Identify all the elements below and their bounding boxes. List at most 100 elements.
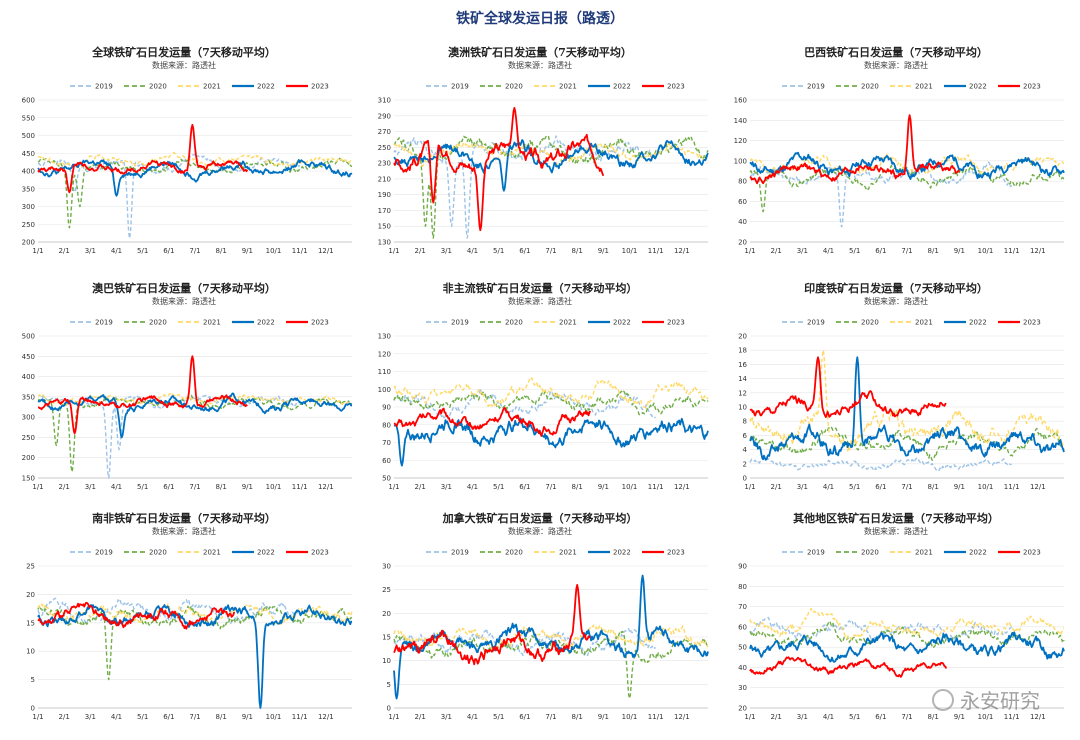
x-tick-label: 7/1	[901, 247, 912, 255]
y-tick-label: 60	[738, 198, 747, 206]
x-tick-label: 8/1	[572, 713, 583, 721]
x-tick-label: 9/1	[242, 713, 253, 721]
y-tick-label: 80	[738, 583, 747, 591]
legend-label: 2022	[613, 549, 631, 557]
y-tick-label: 350	[22, 393, 35, 401]
legend-label: 2019	[807, 549, 825, 557]
x-tick-label: 6/1	[163, 247, 174, 255]
x-tick-label: 6/1	[875, 483, 886, 491]
x-tick-label: 12/1	[318, 713, 334, 721]
y-tick-label: 25	[382, 586, 391, 594]
y-tick-label: 130	[378, 333, 391, 341]
x-tick-label: 8/1	[572, 247, 583, 255]
legend-label: 2020	[149, 319, 167, 327]
series-line-2023	[37, 124, 249, 194]
series-line-2020	[37, 604, 353, 681]
y-tick-label: 60	[738, 623, 747, 631]
chart-panel: 巴西铁矿石日发运量（7天移动平均） 数据来源：路透社 2019 2020 2021 202…	[720, 42, 1072, 274]
legend-label: 2021	[915, 83, 933, 91]
y-tick-label: 4	[743, 446, 748, 454]
x-tick-label: 2/1	[771, 483, 782, 491]
legend-label: 2019	[451, 319, 469, 327]
x-tick-label: 12/1	[1030, 247, 1046, 255]
y-tick-label: 150	[378, 223, 391, 231]
x-tick-label: 9/1	[954, 247, 965, 255]
series-line-2023	[37, 355, 248, 435]
legend-label: 2022	[613, 319, 631, 327]
series-line-2020	[393, 134, 709, 239]
x-tick-label: 8/1	[216, 483, 227, 491]
y-tick-label: 20	[738, 333, 747, 341]
y-tick-label: 20	[738, 239, 747, 247]
y-tick-label: 5	[31, 676, 35, 684]
y-tick-label: 600	[22, 97, 35, 105]
legend-label: 2021	[559, 83, 577, 91]
legend-label: 2020	[149, 83, 167, 91]
x-tick-label: 2/1	[415, 483, 426, 491]
legend-label: 2019	[95, 83, 113, 91]
y-tick-label: 310	[378, 97, 391, 105]
legend-label: 2023	[1023, 549, 1041, 557]
x-tick-label: 3/1	[797, 483, 808, 491]
x-tick-label: 9/1	[242, 247, 253, 255]
x-tick-label: 5/1	[137, 713, 148, 721]
chart-subtitle: 数据来源：路透社	[864, 296, 928, 306]
series-line-2019	[749, 616, 1013, 642]
x-tick-label: 7/1	[901, 483, 912, 491]
x-tick-label: 1/1	[32, 247, 43, 255]
series-line-2022	[749, 631, 1065, 663]
x-tick-label: 1/1	[388, 247, 399, 255]
y-tick-label: 70	[382, 439, 391, 447]
chart-svg: 全球铁矿石日发运量（7天移动平均）数据来源：路透社 2019 2020 2021 202…	[22, 45, 353, 255]
series-line-2023	[749, 114, 961, 185]
x-tick-label: 9/1	[598, 713, 609, 721]
y-tick-label: 250	[378, 144, 391, 152]
y-tick-label: 6	[743, 432, 748, 440]
x-tick-label: 2/1	[59, 247, 70, 255]
x-tick-label: 10/1	[622, 247, 638, 255]
chart-panel: 澳巴铁矿石日发运量（7天移动平均） 数据来源：路透社 2019 2020 2021 202…	[8, 278, 360, 510]
chart-panel: 南非铁矿石日发运量（7天移动平均） 数据来源：路透社 2019 2020 2021 202…	[8, 508, 360, 740]
y-tick-label: 16	[738, 361, 747, 369]
legend-label: 2021	[915, 319, 933, 327]
x-tick-label: 4/1	[111, 247, 122, 255]
series-line-2021	[749, 607, 1065, 640]
legend-label: 2020	[505, 549, 523, 557]
x-tick-label: 9/1	[598, 483, 609, 491]
x-tick-label: 2/1	[771, 247, 782, 255]
x-tick-label: 6/1	[163, 713, 174, 721]
x-tick-label: 2/1	[415, 247, 426, 255]
y-tick-label: 300	[22, 203, 35, 211]
y-tick-label: 90	[382, 404, 391, 412]
series-line-2022	[749, 356, 1065, 461]
y-tick-label: 10	[382, 657, 391, 665]
x-tick-label: 11/1	[1004, 247, 1020, 255]
series-line-2023	[393, 407, 592, 437]
chart-title: 其他地区铁矿石日发运量（7天移动平均）	[793, 511, 999, 525]
x-tick-label: 7/1	[189, 247, 200, 255]
legend-label: 2021	[203, 549, 221, 557]
x-tick-label: 7/1	[545, 483, 556, 491]
x-tick-label: 8/1	[572, 483, 583, 491]
y-tick-label: 80	[382, 421, 391, 429]
x-tick-label: 12/1	[318, 247, 334, 255]
y-tick-label: 25	[26, 563, 35, 571]
x-tick-label: 3/1	[797, 713, 808, 721]
series-line-2023	[749, 356, 947, 419]
x-tick-label: 11/1	[1004, 713, 1020, 721]
x-tick-label: 10/1	[266, 483, 282, 491]
x-tick-label: 12/1	[1030, 483, 1046, 491]
y-tick-label: 200	[22, 454, 35, 462]
chart-title: 加拿大铁矿石日发运量（7天移动平均）	[442, 511, 638, 525]
x-tick-label: 3/1	[441, 713, 452, 721]
x-tick-label: 4/1	[467, 483, 478, 491]
series-line-2019	[37, 597, 301, 625]
y-tick-label: 2	[743, 460, 747, 468]
legend-label: 2019	[807, 83, 825, 91]
chart-subtitle: 数据来源：路透社	[508, 526, 572, 536]
series-line-2020	[393, 630, 709, 700]
x-tick-label: 12/1	[1030, 713, 1046, 721]
y-tick-label: 200	[22, 239, 35, 247]
y-tick-label: 130	[378, 239, 391, 247]
